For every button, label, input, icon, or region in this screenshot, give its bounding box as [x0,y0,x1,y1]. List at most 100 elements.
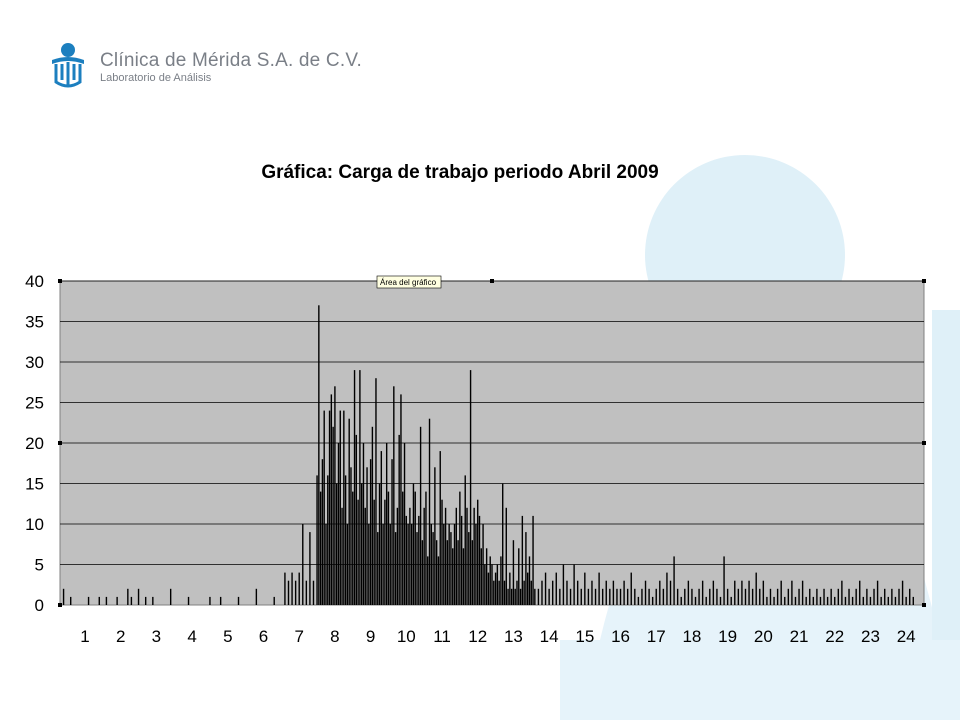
y-axis-tick-labels: 0 5 10 15 20 25 30 35 40 [25,272,44,615]
bar [312,580,315,605]
bar [375,378,377,605]
bar [485,548,488,605]
bar [634,588,636,605]
bar [487,572,490,605]
bar [794,596,797,605]
bar [876,580,879,605]
bar [255,588,258,605]
selection-handle[interactable] [922,279,926,283]
bar [323,410,325,605]
organization-subtitle: Laboratorio de Análisis [100,72,212,84]
bar [464,475,466,605]
bar [405,515,408,605]
bar [441,499,443,605]
bar [369,459,372,605]
bar [723,556,725,605]
bar [384,499,386,605]
watermark-base [560,640,960,720]
bar [884,588,886,605]
bar [562,564,565,605]
bar [716,588,718,605]
bar [662,588,665,605]
bar [816,588,818,605]
bar [601,588,604,605]
bar [480,548,482,605]
bar [801,580,804,605]
bar [630,572,632,605]
bar [328,410,331,605]
bar [325,524,327,605]
bar [359,370,361,605]
bar [525,532,527,605]
bar [812,596,815,605]
bar [373,499,375,605]
bar [766,596,768,605]
bar [523,580,525,605]
bar [528,556,531,605]
bar [855,588,857,605]
bar [594,588,597,605]
bar [859,580,861,605]
bar [332,426,334,605]
bar [500,556,502,605]
bar [385,443,388,605]
bar [371,426,374,605]
bar [518,548,520,605]
bar [482,524,484,605]
bar [705,596,707,605]
selection-handle[interactable] [58,279,62,283]
bar [894,596,897,605]
selection-handle[interactable] [58,603,62,607]
tooltip-text: Área del gráfico [380,278,437,287]
bar [844,596,847,605]
bar [389,524,391,605]
bar [62,588,65,605]
bar [830,588,832,605]
bar [544,572,547,605]
x-tick-label: 22 [825,627,844,646]
bar [866,588,868,605]
bar [448,524,450,605]
bar [530,580,532,605]
bar [187,596,190,605]
x-tick-label: 18 [682,627,701,646]
selection-handle[interactable] [922,603,926,607]
x-tick-label: 14 [540,627,559,646]
x-tick-label: 5 [223,627,232,646]
bar [455,507,457,605]
bar [837,588,840,605]
bar [378,483,381,605]
y-tick-label: 10 [25,515,44,534]
bar [587,588,590,605]
bar [339,410,341,605]
bar [748,580,750,605]
bar [302,524,304,605]
selection-handle[interactable] [58,441,62,445]
bar [834,596,836,605]
bar [651,596,654,605]
x-tick-label: 6 [259,627,268,646]
bar [87,596,90,605]
y-tick-label: 30 [25,353,44,372]
bar [534,588,536,605]
bar [737,588,740,605]
chart-area-tooltip: Área del gráfico [376,275,442,289]
bar [584,572,586,605]
bar [398,434,400,605]
x-tick-label: 12 [468,627,487,646]
bar [400,394,402,605]
bar [787,588,790,605]
selection-handle[interactable] [922,441,926,445]
bar [541,580,543,605]
selection-handle[interactable] [490,279,494,283]
bar [427,556,429,605]
bar [421,540,424,605]
bar [698,588,700,605]
bar [319,491,322,605]
bar [823,588,825,605]
bar [619,588,622,605]
x-tick-label: 3 [152,627,161,646]
bar [507,588,509,605]
bar [152,596,154,605]
